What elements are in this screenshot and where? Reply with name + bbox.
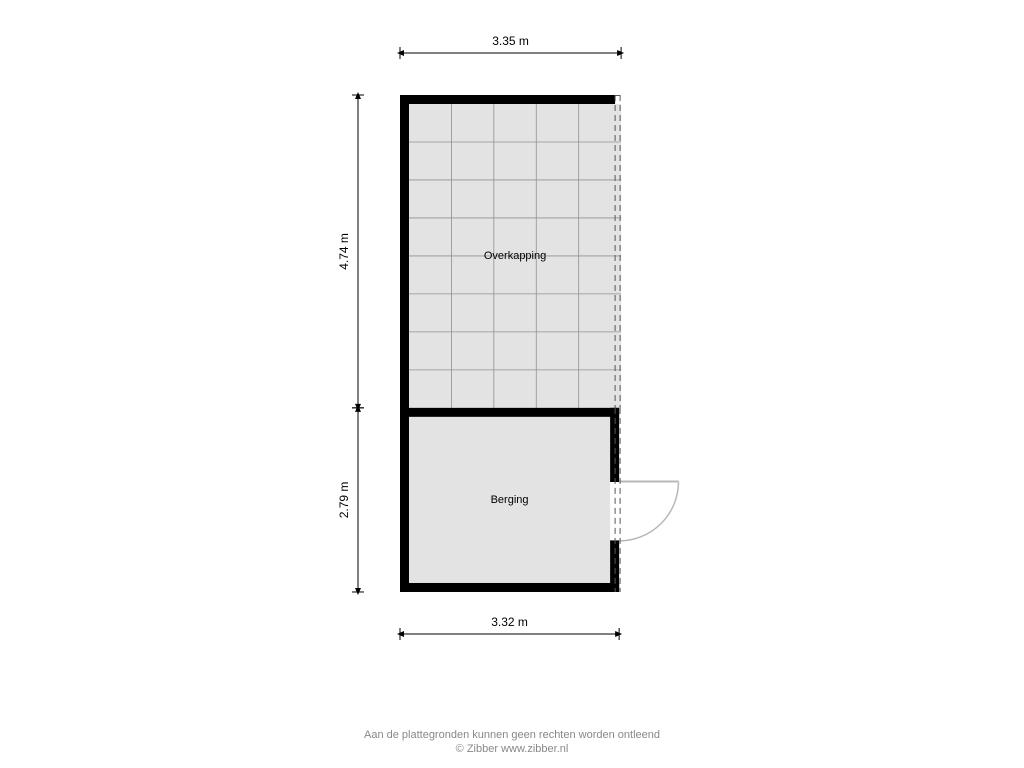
wall-berging-bottom — [400, 583, 619, 592]
door-swing-arc — [619, 481, 678, 540]
dim-top-label: 3.35 m — [492, 34, 529, 48]
dim-left-upper: 4.74 m — [337, 95, 364, 408]
label-berging: Berging — [491, 494, 529, 506]
dim-left-lower: 2.79 m — [337, 408, 364, 592]
label-overkapping: Overkapping — [484, 250, 546, 262]
footer-line2: © Zibber www.zibber.nl — [456, 743, 569, 755]
dim-left-lower-label: 2.79 m — [337, 482, 351, 519]
dim-bottom-label: 3.32 m — [491, 615, 528, 629]
wall-top — [400, 95, 615, 104]
dim-bottom: 3.32 m — [400, 615, 619, 640]
dim-left-upper-label: 4.74 m — [337, 233, 351, 270]
floorplan-canvas: Overkapping Berging 3.35 m 3.32 m 4.74 m 2.79… — [0, 0, 1024, 768]
dim-top: 3.35 m — [400, 34, 621, 59]
wall-berging-top — [400, 408, 619, 417]
wall-left — [400, 95, 409, 592]
footer-line1: Aan de plattegronden kunnen geen rechten… — [364, 729, 660, 741]
